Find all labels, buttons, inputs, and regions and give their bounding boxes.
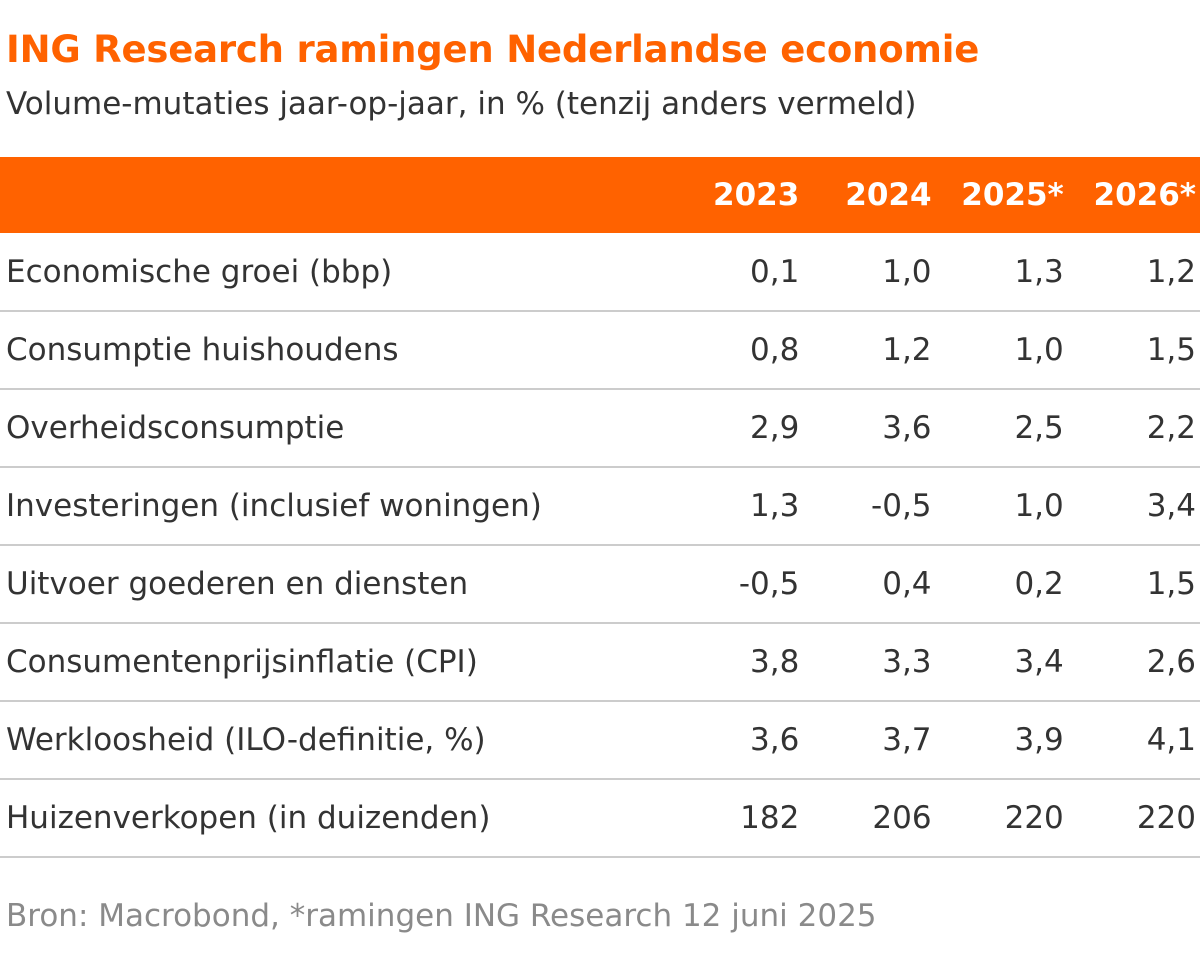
value-cell-2025: 2,5 — [1014, 410, 1064, 446]
value-cell-2023: 3,6 — [750, 722, 800, 758]
value-cell-2023: 1,3 — [750, 488, 800, 524]
row-label: Huizenverkopen (in duizenden) — [6, 800, 491, 836]
table-row: Consumptie huishoudens 0,8 1,2 1,0 1,5 — [0, 311, 1200, 389]
value-cell-2023: 0,8 — [750, 332, 800, 368]
value-cell-2026: 1,5 — [1146, 566, 1196, 602]
value-cell-2024: 3,3 — [882, 644, 932, 680]
value-cell-2024: 0,4 — [882, 566, 932, 602]
row-label: Consumentenprijsinflatie (CPI) — [6, 644, 478, 680]
value-cell-2025: 3,9 — [1014, 722, 1064, 758]
value-cell-2024: 1,2 — [882, 332, 932, 368]
value-cell-2024: 3,7 — [882, 722, 932, 758]
row-label: Werkloosheid (ILO-definitie, %) — [6, 722, 486, 758]
row-label: Consumptie huishoudens — [6, 332, 399, 368]
table-row: Huizenverkopen (in duizenden) 182 206 220 22… — [0, 779, 1200, 857]
value-cell-2026: 2,2 — [1146, 410, 1196, 446]
value-cell-2023: -0,5 — [738, 566, 800, 602]
table-row: Overheidsconsumptie 2,9 3,6 2,5 2,2 — [0, 389, 1200, 467]
chart-title: ING Research ramingen Nederlandse econom… — [6, 28, 980, 71]
row-label: Investeringen (inclusief woningen) — [6, 488, 542, 524]
column-header-2025: 2025* — [961, 177, 1064, 213]
header-empty-cell — [0, 157, 671, 233]
value-cell-2024: 206 — [872, 800, 932, 836]
column-header-2026: 2026* — [1093, 177, 1197, 213]
row-label: Overheidsconsumptie — [6, 410, 345, 446]
chart-subtitle: Volume-mutaties jaar-op-jaar, in % (tenz… — [6, 86, 917, 122]
value-cell-2025: 220 — [1004, 800, 1064, 836]
value-cell-2025: 3,4 — [1014, 644, 1064, 680]
value-cell-2023: 0,1 — [750, 253, 800, 290]
table-row: Consumentenprijsinflatie (CPI) 3,8 3,3 3,4 2… — [0, 623, 1200, 701]
value-cell-2026: 220 — [1136, 800, 1196, 836]
value-cell-2026: 3,4 — [1146, 488, 1196, 524]
value-cell-2025: 0,2 — [1014, 566, 1064, 602]
value-cell-2023: 182 — [740, 800, 800, 836]
column-header-2024: 2024 — [845, 177, 932, 213]
row-label: Economische groei (bbp) — [6, 253, 393, 290]
table-row: Economische groei (bbp) 0,1 1,0 1,3 1,2 — [0, 233, 1200, 311]
value-cell-2023: 2,9 — [750, 410, 800, 446]
value-cell-2026: 1,2 — [1146, 253, 1196, 290]
value-cell-2024: -0,5 — [871, 488, 932, 524]
table-row: Investeringen (inclusief woningen) 1,3 -0,… — [0, 467, 1200, 545]
table-body: Economische groei (bbp) 0,1 1,0 1,3 1,2 Consu… — [0, 233, 1200, 857]
value-cell-2024: 3,6 — [882, 410, 932, 446]
value-cell-2025: 1,0 — [1014, 332, 1064, 368]
source-note: Bron: Macrobond, *ramingen ING Research … — [6, 898, 877, 934]
value-cell-2024: 1,0 — [882, 253, 932, 290]
value-cell-2026: 1,5 — [1146, 332, 1196, 368]
value-cell-2023: 3,8 — [750, 644, 800, 680]
forecast-table: 2023 2024 2025* 2026* Economische groei … — [0, 157, 1200, 858]
value-cell-2025: 1,3 — [1014, 253, 1064, 290]
table-row: Werkloosheid (ILO-definitie, %) 3,6 3,7 3,9… — [0, 701, 1200, 779]
table-header-row: 2023 2024 2025* 2026* — [0, 157, 1200, 233]
table-row: Uitvoer goederen en diensten -0,5 0,4 0,2 1,… — [0, 545, 1200, 623]
value-cell-2026: 4,1 — [1146, 722, 1196, 758]
row-label: Uitvoer goederen en diensten — [6, 566, 469, 602]
value-cell-2026: 2,6 — [1146, 644, 1196, 680]
value-cell-2025: 1,0 — [1014, 488, 1064, 524]
column-header-2023: 2023 — [713, 177, 800, 213]
